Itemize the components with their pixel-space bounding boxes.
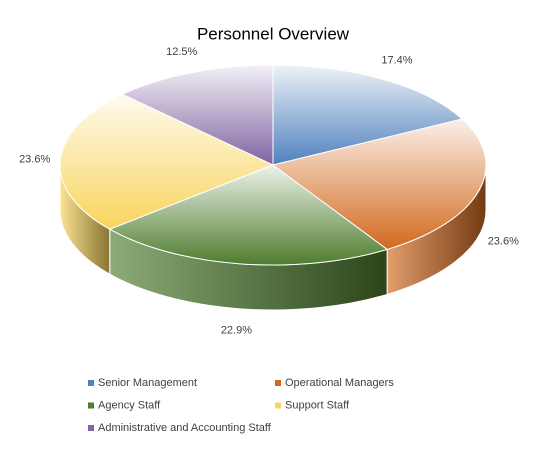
slice bbox=[121, 64, 274, 166]
chart-title: Personnel Overview bbox=[197, 24, 350, 43]
slice bbox=[59, 93, 275, 230]
slice bbox=[108, 164, 389, 266]
legend-marker bbox=[88, 380, 94, 386]
data-label: 23.6% bbox=[488, 236, 519, 248]
legend-label: Senior Management bbox=[98, 377, 197, 389]
data-label: 22.9% bbox=[221, 324, 252, 336]
legend-label: Support Staff bbox=[285, 399, 350, 411]
slice bbox=[271, 118, 487, 250]
legend-label: Agency Staff bbox=[98, 399, 161, 411]
slice bbox=[272, 64, 464, 166]
data-label: 23.6% bbox=[19, 154, 50, 166]
legend-marker bbox=[88, 402, 94, 409]
legend-marker bbox=[275, 380, 281, 386]
legend-label: Operational Managers bbox=[285, 377, 394, 389]
data-label: 17.4% bbox=[381, 55, 412, 67]
legend-marker bbox=[88, 425, 94, 431]
legend-label: Administrative and Accounting Staff bbox=[98, 422, 272, 434]
data-label: 12.5% bbox=[166, 46, 197, 58]
legend-marker bbox=[275, 402, 281, 409]
